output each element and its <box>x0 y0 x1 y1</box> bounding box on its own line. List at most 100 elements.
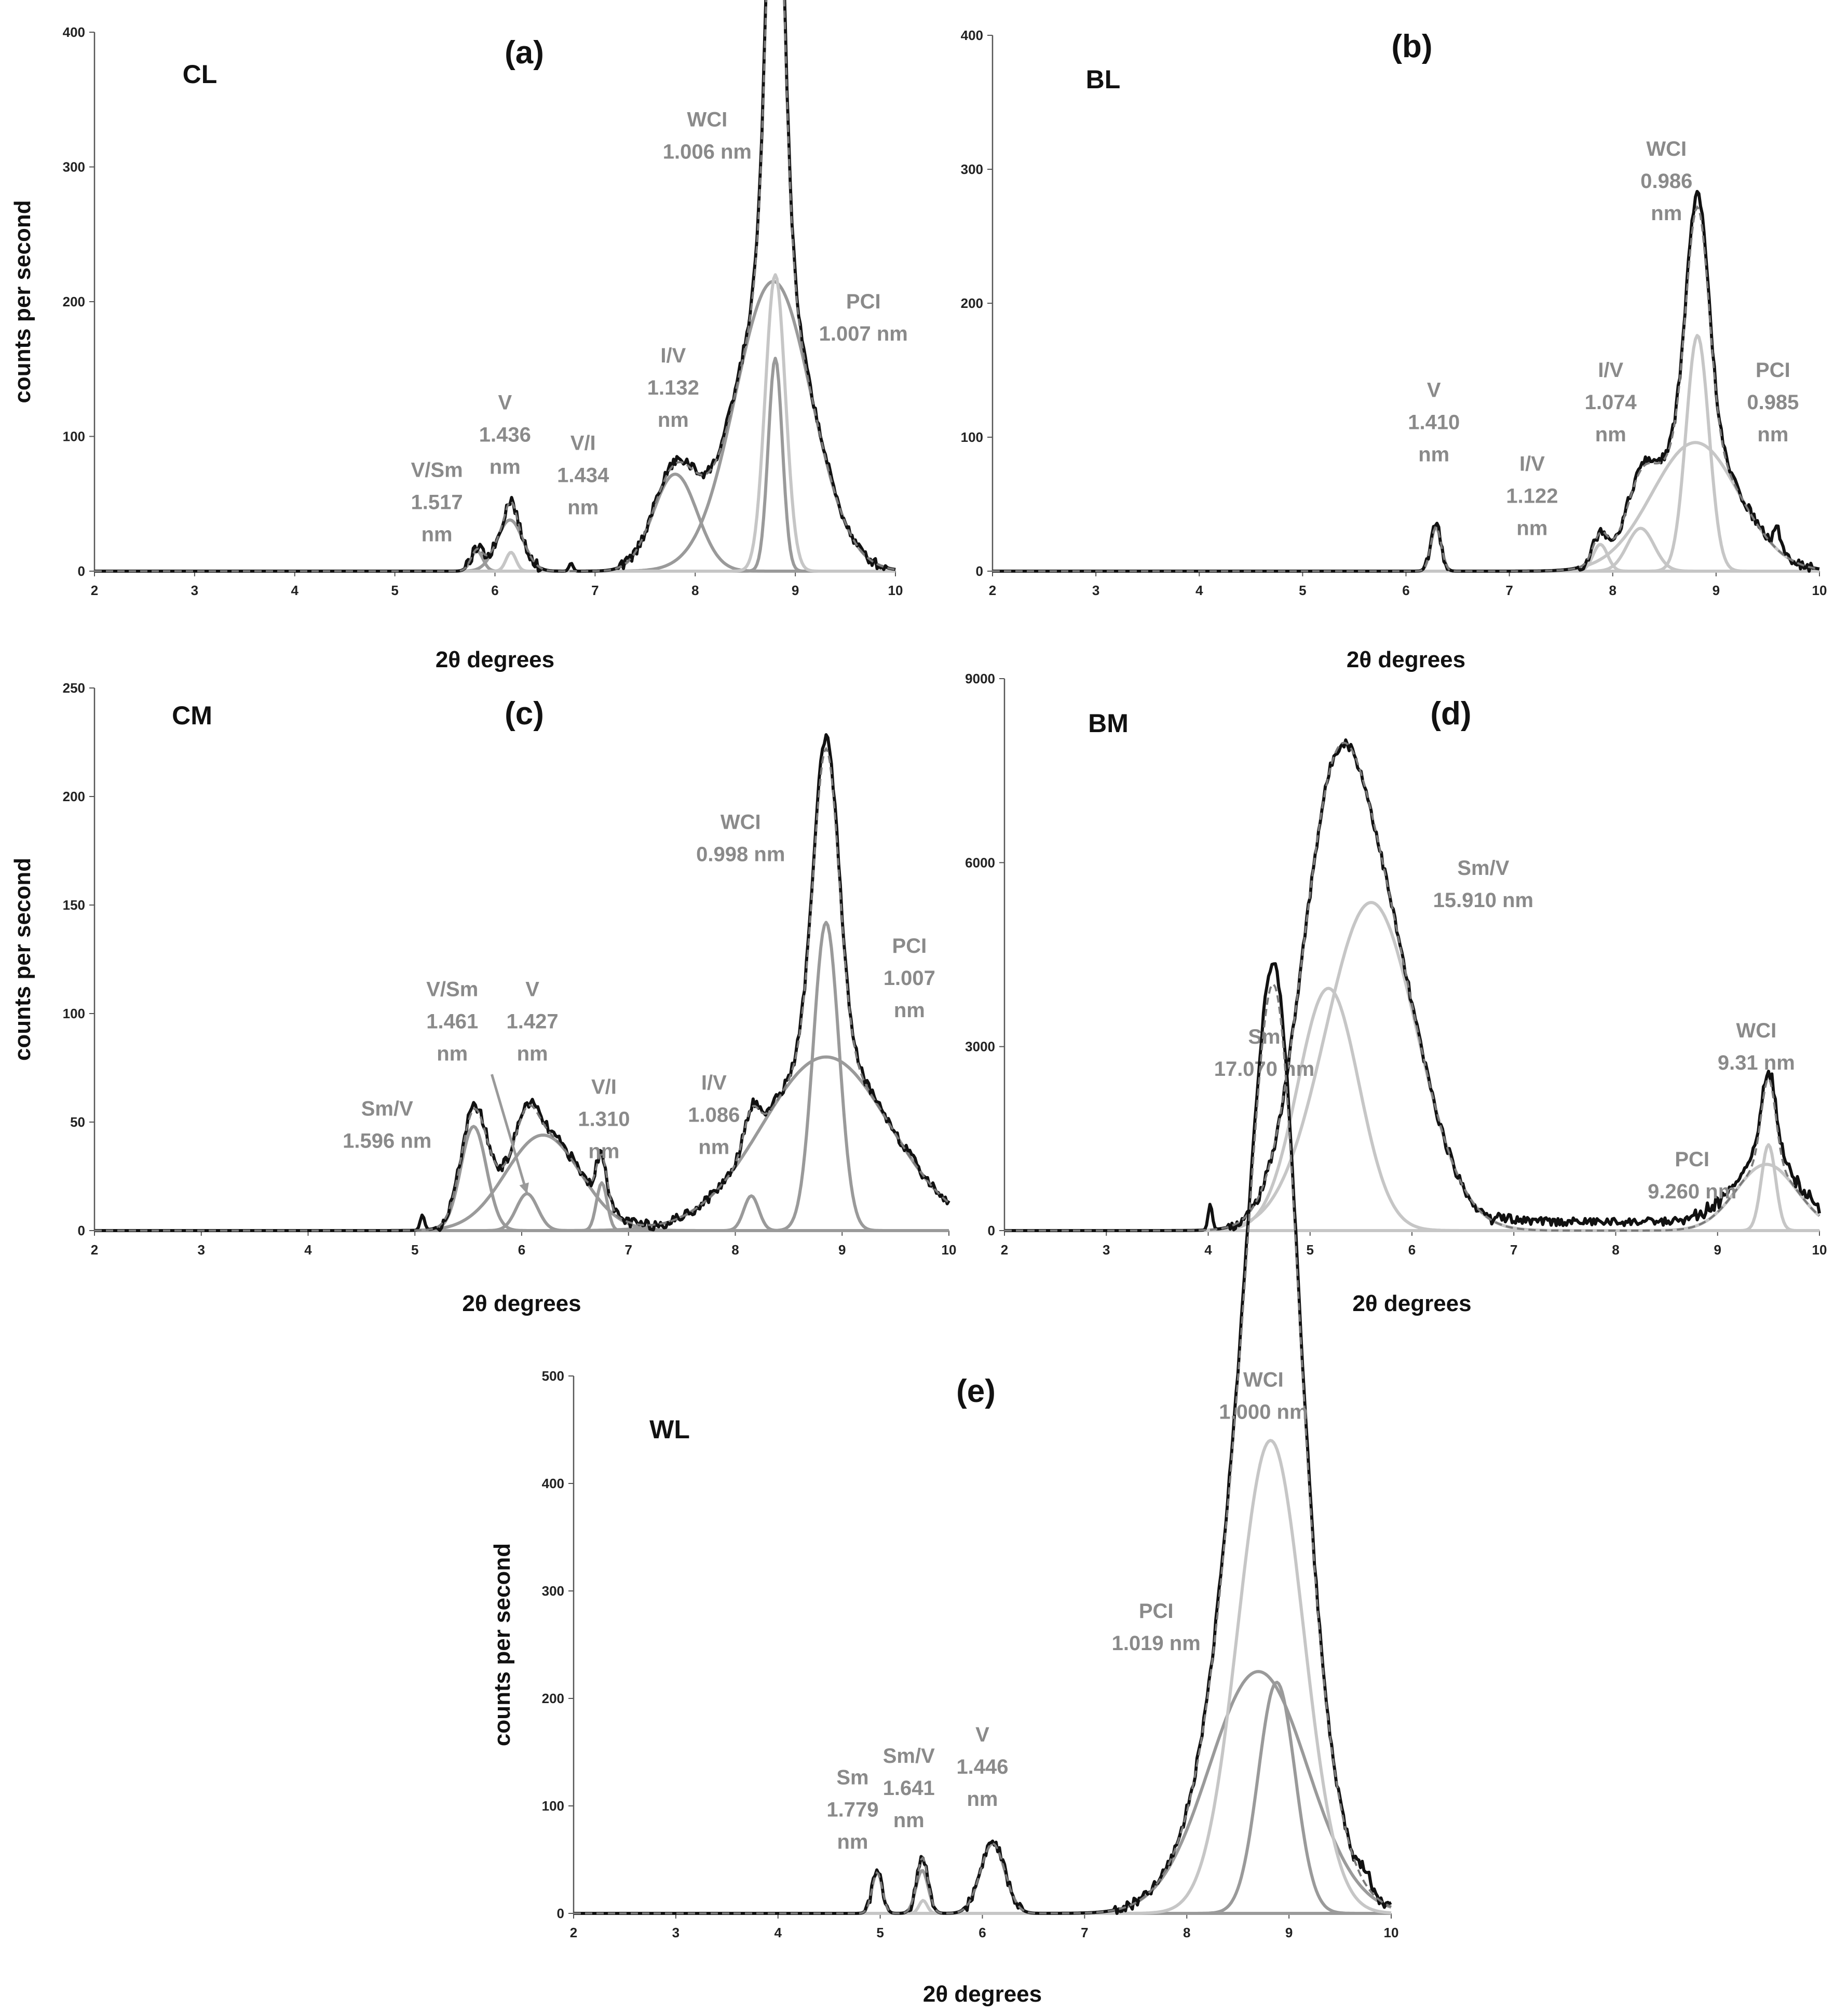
component-curve-a-3 <box>94 473 895 573</box>
peak-label-line: 0.986 <box>1640 170 1692 193</box>
y-tick-label: 50 <box>70 1114 85 1130</box>
x-tick-label: 5 <box>411 1242 418 1258</box>
x-tick-label: 7 <box>591 583 599 598</box>
peak-label-line: 1.596 nm <box>343 1129 431 1152</box>
y-tick-label: 150 <box>63 897 85 913</box>
peak-label: V 1.410 nm <box>1408 379 1460 466</box>
peak-label-line: PCI <box>892 935 927 957</box>
peak-label-line: V/Sm <box>426 978 478 1001</box>
peak-label-line: 1.000 nm <box>1219 1401 1308 1424</box>
peak-label-line: nm <box>1595 423 1626 446</box>
peak-label-line: 0.998 nm <box>696 843 785 866</box>
peak-label-line: PCI <box>1675 1148 1709 1171</box>
x-tick-label: 9 <box>1714 1242 1721 1258</box>
peak-label: PCI 0.985 nm <box>1747 359 1799 446</box>
observed-pattern-d <box>1004 738 1821 1232</box>
peak-label-line: nm <box>1418 443 1449 466</box>
x-tick-label: 7 <box>1505 583 1513 598</box>
component-curve-a-6 <box>94 273 895 573</box>
sample-name: BL <box>1086 65 1121 94</box>
x-tick-label: 10 <box>1384 1925 1399 1940</box>
component-curve-c-3 <box>94 1181 949 1232</box>
peak-label: I/V 1.122 nm <box>1506 453 1558 540</box>
peak-label: Sm/V 1.596 nm <box>343 1097 431 1152</box>
x-axis-title: 2θ degrees <box>923 1981 1042 2007</box>
x-axis-title: 2θ degrees <box>1352 1291 1471 1316</box>
y-tick-label: 0 <box>988 1223 995 1238</box>
x-tick-label: 3 <box>1092 583 1099 598</box>
x-tick-label: 9 <box>1285 1925 1293 1940</box>
peak-label-line: nm <box>567 496 599 519</box>
component-curve-b-4 <box>993 334 1819 573</box>
x-tick-label: 3 <box>191 583 198 598</box>
annotation-arrow <box>490 1074 528 1194</box>
peak-label-line: PCI <box>846 290 881 313</box>
peak-label-line: Sm/V <box>883 1745 935 1767</box>
peak-label-line: nm <box>967 1788 998 1811</box>
x-tick-label: 6 <box>1408 1242 1416 1258</box>
y-tick-label: 0 <box>557 1906 564 1921</box>
x-tick-label: 9 <box>838 1242 846 1258</box>
x-tick-label: 10 <box>1812 1242 1827 1258</box>
peak-label: PCI 9.260 nm <box>1648 1148 1736 1203</box>
peak-label: V/Sm 1.461 nm <box>426 978 478 1065</box>
component-curve-a-2 <box>94 551 895 573</box>
fitted-sum-b <box>993 205 1820 572</box>
component-curve-b-2 <box>993 527 1819 573</box>
peak-label-line: PCI <box>1756 359 1790 382</box>
component-curve-e-3 <box>574 1842 1391 1915</box>
peak-label-line: 9.31 nm <box>1718 1051 1795 1074</box>
peak-label: Sm 1.779 nm <box>826 1766 878 1854</box>
component-curve-b-0 <box>993 525 1819 573</box>
x-tick-label: 2 <box>570 1925 577 1940</box>
x-tick-label: 2 <box>989 583 996 598</box>
panel-letter: (a) <box>505 35 544 71</box>
peak-label-line: 1.641 <box>883 1777 935 1800</box>
peak-label: Sm/V 1.641 nm <box>883 1745 935 1832</box>
y-tick-label: 200 <box>63 294 85 309</box>
peak-label: WCI 0.986 nm <box>1640 138 1692 225</box>
x-tick-label: 10 <box>1812 583 1827 598</box>
peak-label: Sm/V 15.910 nm <box>1433 857 1533 912</box>
y-tick-label: 100 <box>542 1798 564 1814</box>
y-tick-label: 100 <box>63 1006 85 1021</box>
peak-label-line: 1.019 nm <box>1112 1632 1201 1655</box>
peak-label-line: nm <box>588 1140 619 1163</box>
x-tick-label: 4 <box>304 1242 312 1258</box>
peak-label-line: nm <box>422 523 453 546</box>
peak-label-line: 15.910 nm <box>1433 889 1533 912</box>
y-tick-label: 250 <box>63 680 85 696</box>
peak-label-line: PCI <box>1139 1600 1174 1623</box>
x-tick-label: 5 <box>1307 1242 1314 1258</box>
peak-label-line: 1.410 <box>1408 411 1460 434</box>
peak-label-line: WCI <box>1243 1369 1284 1392</box>
peak-label-line: V/I <box>570 431 596 454</box>
peak-label-line: 1.517 <box>411 491 463 514</box>
y-tick-label: 300 <box>542 1583 564 1599</box>
peak-label-line: 0.985 <box>1747 391 1799 414</box>
x-tick-label: 5 <box>391 583 398 598</box>
peak-label-line: 1.006 nm <box>663 141 752 164</box>
fitted-sum-a <box>94 0 896 572</box>
x-tick-label: 6 <box>979 1925 986 1940</box>
peak-label: V 1.446 nm <box>956 1723 1008 1811</box>
peak-label-line: V/I <box>591 1076 617 1099</box>
peak-label: V 1.436 nm <box>479 392 531 479</box>
x-tick-label: 5 <box>1299 583 1306 598</box>
sample-name: CL <box>183 60 218 89</box>
x-tick-label: 3 <box>1103 1242 1110 1258</box>
peak-label-line: WCI <box>687 109 728 131</box>
peak-label-line: WCI <box>1736 1019 1776 1042</box>
component-curve-c-1 <box>94 1192 949 1232</box>
component-curve-b-1 <box>993 543 1819 573</box>
x-tick-label: 10 <box>942 1242 957 1258</box>
component-curve-e-2 <box>574 1899 1391 1915</box>
component-curve-b-3 <box>993 441 1820 573</box>
x-axis-title: 2θ degrees <box>436 647 554 672</box>
x-tick-label: 2 <box>91 583 98 598</box>
peak-label-line: 1.007 <box>884 967 935 990</box>
peak-label-line: Sm/V <box>1457 857 1509 880</box>
peak-label-line: I/V <box>1598 359 1623 382</box>
